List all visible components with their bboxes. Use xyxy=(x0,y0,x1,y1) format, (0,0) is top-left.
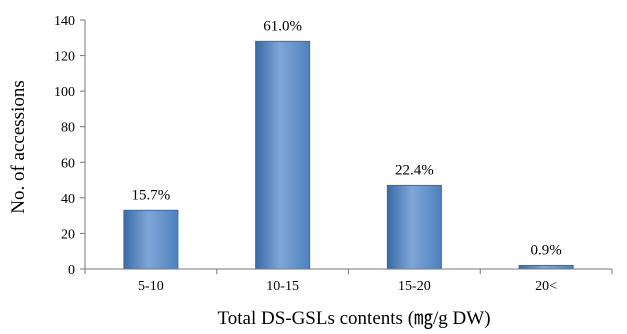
bar-15-20 xyxy=(386,184,442,270)
y-axis-title: No. of accessions xyxy=(8,80,29,214)
data-label: 15.7% xyxy=(132,187,171,203)
data-labels: 15.7% 61.0% 22.4% 0.9% xyxy=(132,18,562,258)
x-tick-label: 15-20 xyxy=(398,279,431,294)
y-tick-label: 20 xyxy=(61,227,75,242)
data-label: 0.9% xyxy=(531,242,562,258)
bar-20< xyxy=(518,264,574,270)
data-label: 22.4% xyxy=(395,162,434,178)
y-tick-label: 0 xyxy=(68,263,75,278)
y-tick-label: 140 xyxy=(54,14,75,29)
bars xyxy=(123,40,574,270)
x-axis-ticks: 5-10 10-15 15-20 20< xyxy=(84,269,613,294)
data-label: 61.0% xyxy=(263,18,302,34)
x-tick-label: 20< xyxy=(535,279,557,294)
bar-5-10 xyxy=(123,209,179,270)
y-tick-label: 40 xyxy=(61,192,75,207)
x-axis-title: Total DS-GSLs contents (㎎/g DW) xyxy=(217,308,490,329)
y-tick-label: 60 xyxy=(61,156,75,171)
y-tick-label: 100 xyxy=(54,85,75,100)
y-tick-label: 80 xyxy=(61,121,75,136)
y-axis-ticks: 0 20 40 60 80 100 120 140 xyxy=(54,14,85,278)
bar-10-15 xyxy=(255,40,311,270)
x-tick-label: 10-15 xyxy=(266,279,299,294)
y-tick-label: 120 xyxy=(54,50,75,65)
x-tick-label: 5-10 xyxy=(138,279,164,294)
